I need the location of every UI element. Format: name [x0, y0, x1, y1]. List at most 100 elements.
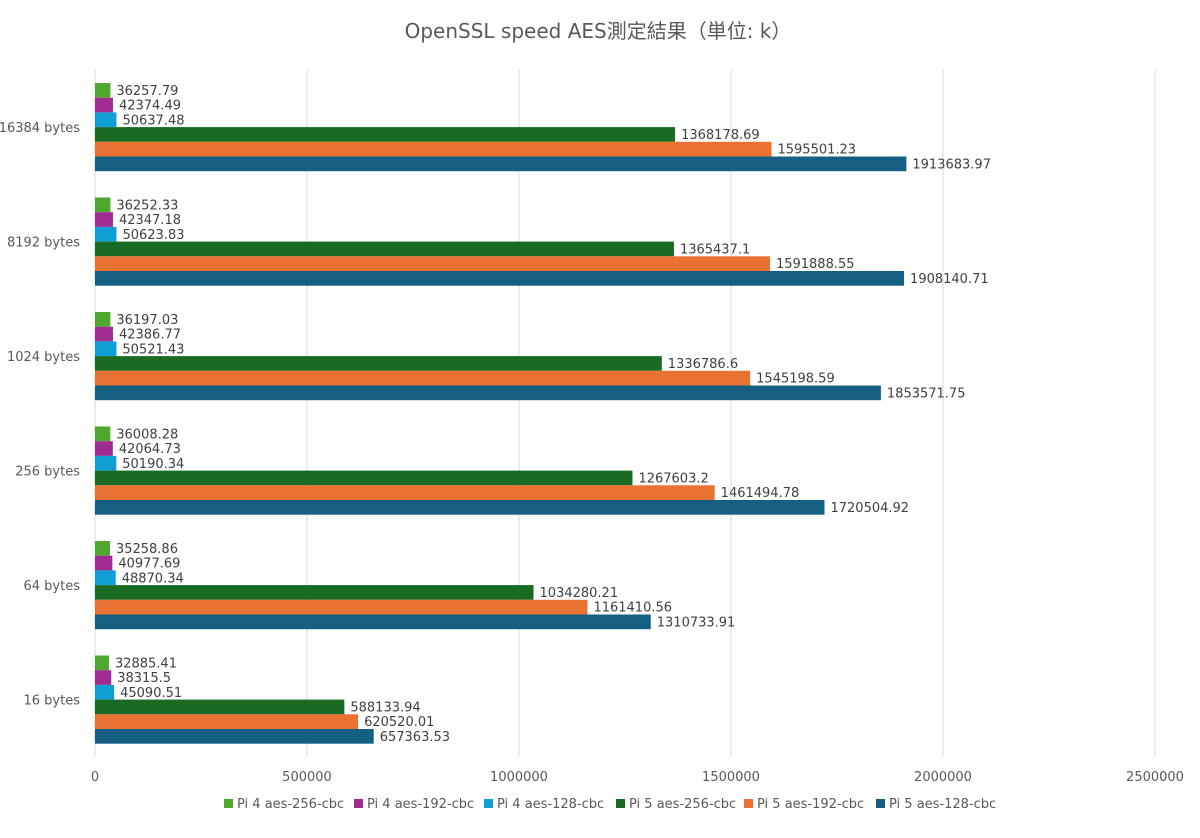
- data-label: 38315.5: [117, 671, 171, 686]
- data-label: 1853571.75: [887, 386, 966, 401]
- data-label: 588133.94: [350, 700, 420, 715]
- data-label: 1161410.56: [593, 601, 672, 616]
- category-label: 1024 bytes: [7, 350, 80, 365]
- bar-pi-4-aes-128-cbc-256-bytes: [95, 455, 117, 471]
- bar-pi-4-aes-128-cbc-1024-bytes: [95, 341, 117, 357]
- legend-swatch: [744, 799, 753, 808]
- category-label: 256 bytes: [15, 464, 80, 479]
- data-label: 1595501.23: [777, 143, 856, 158]
- bar-pi-5-aes-192-cbc-8192-bytes: [95, 256, 770, 271]
- bar-pi-4-aes-192-cbc-256-bytes: [95, 441, 113, 456]
- data-label: 1267603.2: [638, 471, 708, 486]
- bar-pi-4-aes-192-cbc-16-bytes: [95, 670, 112, 685]
- data-label: 50521.43: [122, 342, 184, 357]
- legend-swatch: [354, 799, 363, 808]
- legend-swatch: [616, 799, 625, 808]
- x-tick-label: 0: [91, 770, 99, 785]
- category-axis: 16384 bytes 8192 bytes 1024 bytes 256 bytes…: [0, 121, 80, 709]
- data-label: 50623.83: [122, 228, 184, 243]
- bar-pi-4-aes-192-cbc-1024-bytes: [95, 326, 113, 342]
- data-label: 1545198.59: [756, 372, 835, 387]
- bar-pi-5-aes-256-cbc-16384-bytes: [95, 127, 676, 142]
- category-label: 8192 bytes: [7, 235, 80, 250]
- legend-swatch: [224, 799, 233, 808]
- bar-pi-4-aes-256-cbc-8192-bytes: [95, 197, 111, 213]
- bar-pi-4-aes-256-cbc-16-bytes: [95, 655, 109, 671]
- x-tick-label: 2500000: [1126, 770, 1184, 785]
- legend-label: Pi 5 aes-192-cbc: [757, 797, 864, 812]
- bar-pi-5-aes-256-cbc-64-bytes: [95, 585, 534, 600]
- data-label: 1034280.21: [540, 586, 619, 601]
- legend-swatch: [484, 799, 493, 808]
- bar-pi-4-aes-256-cbc-64-bytes: [95, 541, 110, 556]
- bar-pi-5-aes-192-cbc-16384-bytes: [95, 141, 772, 157]
- data-label: 42374.49: [119, 99, 181, 114]
- bar-pi-4-aes-256-cbc-256-bytes: [95, 426, 111, 442]
- data-label: 36257.79: [116, 84, 178, 99]
- bar-pi-5-aes-256-cbc-16-bytes: [95, 699, 345, 715]
- x-tick-label: 2000000: [914, 770, 972, 785]
- gridlines: [94, 70, 1156, 757]
- legend-label: Pi 4 aes-128-cbc: [497, 797, 604, 812]
- data-label: 45090.51: [120, 686, 182, 701]
- category-label: 16 bytes: [24, 693, 81, 708]
- chart-title: OpenSSL speed AES測定結果（単位: k）: [405, 19, 792, 43]
- bar-pi-4-aes-128-cbc-16384-bytes: [95, 112, 117, 128]
- data-label: 1310733.91: [657, 615, 736, 630]
- data-label: 40977.69: [118, 557, 180, 572]
- bars: [95, 83, 907, 744]
- legend: Pi 4 aes-256-cbc Pi 4 aes-192-cbc Pi 4 aes…: [224, 797, 996, 812]
- data-label: 42386.77: [119, 328, 181, 343]
- data-label: 36197.03: [116, 313, 178, 328]
- data-label: 620520.01: [364, 715, 434, 730]
- data-label: 1368178.69: [681, 128, 760, 143]
- bar-pi-5-aes-192-cbc-64-bytes: [95, 599, 588, 615]
- bar-pi-5-aes-256-cbc-1024-bytes: [95, 356, 662, 371]
- legend-label: Pi 4 aes-192-cbc: [367, 797, 474, 812]
- bar-pi-5-aes-128-cbc-64-bytes: [95, 614, 651, 630]
- bar-pi-5-aes-192-cbc-16-bytes: [95, 714, 359, 729]
- bar-pi-5-aes-128-cbc-16-bytes: [95, 729, 374, 744]
- legend-label: Pi 5 aes-256-cbc: [629, 797, 736, 812]
- data-label: 36008.28: [116, 427, 178, 442]
- bar-pi-4-aes-192-cbc-64-bytes: [95, 555, 113, 571]
- bar-pi-5-aes-256-cbc-8192-bytes: [95, 241, 674, 257]
- bar-pi-4-aes-128-cbc-16-bytes: [95, 684, 115, 700]
- bar-pi-4-aes-128-cbc-64-bytes: [95, 570, 116, 586]
- category-label: 16384 bytes: [0, 121, 80, 136]
- data-label: 1461494.78: [721, 486, 800, 501]
- bar-pi-5-aes-128-cbc-8192-bytes: [95, 271, 905, 286]
- bar-pi-5-aes-128-cbc-1024-bytes: [95, 385, 881, 401]
- value-axis: 0 500000 1000000 1500000 2000000 2500000: [91, 770, 1184, 785]
- bar-pi-4-aes-192-cbc-8192-bytes: [95, 212, 113, 227]
- bar-pi-5-aes-192-cbc-1024-bytes: [95, 370, 751, 386]
- x-tick-label: 1500000: [702, 770, 760, 785]
- bar-pi-4-aes-256-cbc-1024-bytes: [95, 312, 111, 327]
- bar-pi-5-aes-128-cbc-256-bytes: [95, 500, 825, 515]
- legend-swatch: [876, 799, 885, 808]
- data-label: 1720504.92: [830, 501, 909, 516]
- data-label: 48870.34: [122, 571, 184, 586]
- category-label: 64 bytes: [24, 579, 81, 594]
- data-label: 50637.48: [122, 113, 184, 128]
- data-label: 50190.34: [122, 457, 184, 472]
- legend-label: Pi 4 aes-256-cbc: [237, 797, 344, 812]
- legend-label: Pi 5 aes-128-cbc: [889, 797, 996, 812]
- bar-pi-5-aes-192-cbc-256-bytes: [95, 485, 715, 500]
- data-label: 1591888.55: [776, 257, 855, 272]
- bar-pi-4-aes-256-cbc-16384-bytes: [95, 83, 111, 98]
- bar-pi-4-aes-128-cbc-8192-bytes: [95, 226, 117, 242]
- bar-pi-5-aes-256-cbc-256-bytes: [95, 470, 633, 486]
- data-label: 36252.33: [116, 198, 178, 213]
- data-label: 32885.41: [115, 656, 177, 671]
- data-label: 657363.53: [380, 730, 450, 745]
- data-label: 1365437.1: [680, 242, 750, 257]
- data-label: 42064.73: [119, 442, 181, 457]
- data-label: 42347.18: [119, 213, 181, 228]
- data-label: 1908140.71: [910, 272, 989, 287]
- data-label: 1913683.97: [912, 157, 991, 172]
- bar-pi-4-aes-192-cbc-16384-bytes: [95, 97, 113, 113]
